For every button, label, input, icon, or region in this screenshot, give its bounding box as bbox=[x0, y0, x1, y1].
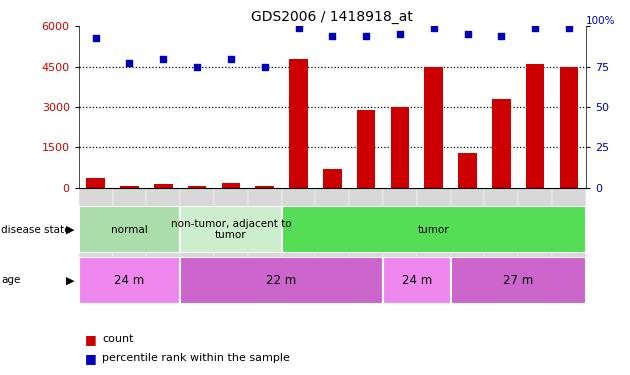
Bar bbox=[316, 188, 349, 265]
Text: 24 m: 24 m bbox=[402, 274, 432, 287]
Point bbox=[192, 63, 202, 70]
Text: ▶: ▶ bbox=[66, 225, 74, 235]
Text: 100%: 100% bbox=[586, 16, 616, 26]
Bar bbox=[79, 188, 113, 265]
Text: normal: normal bbox=[111, 225, 148, 235]
Bar bbox=[79, 257, 180, 304]
Text: non-tumor, adjacent to
tumor: non-tumor, adjacent to tumor bbox=[171, 219, 291, 240]
Bar bbox=[222, 183, 240, 188]
Bar bbox=[425, 67, 443, 188]
Bar bbox=[391, 107, 410, 188]
Text: age: age bbox=[1, 275, 21, 285]
Text: disease state: disease state bbox=[1, 225, 71, 235]
Bar bbox=[450, 188, 484, 265]
Text: count: count bbox=[102, 334, 134, 344]
Point bbox=[395, 32, 405, 38]
Bar bbox=[458, 153, 477, 188]
Point bbox=[260, 63, 270, 70]
Bar bbox=[255, 186, 274, 188]
Text: ■: ■ bbox=[85, 352, 97, 364]
Bar bbox=[552, 188, 586, 265]
Point bbox=[125, 60, 135, 66]
Bar bbox=[282, 188, 316, 265]
Text: tumor: tumor bbox=[418, 225, 450, 235]
Point bbox=[428, 25, 438, 31]
Point bbox=[327, 33, 337, 39]
Bar bbox=[282, 206, 586, 253]
Text: 24 m: 24 m bbox=[114, 274, 145, 287]
Bar bbox=[518, 188, 552, 265]
Bar bbox=[383, 188, 417, 265]
Bar bbox=[349, 188, 383, 265]
Bar bbox=[86, 178, 105, 188]
Bar bbox=[357, 110, 375, 188]
Point bbox=[226, 56, 236, 62]
Point bbox=[530, 25, 540, 31]
Bar bbox=[120, 186, 139, 188]
Bar bbox=[323, 169, 341, 188]
Bar bbox=[188, 186, 207, 188]
Bar bbox=[180, 257, 383, 304]
Point bbox=[91, 34, 101, 40]
Bar bbox=[526, 64, 544, 188]
Text: percentile rank within the sample: percentile rank within the sample bbox=[102, 353, 290, 363]
Point bbox=[564, 25, 574, 31]
Text: ■: ■ bbox=[85, 333, 97, 346]
Text: 27 m: 27 m bbox=[503, 274, 534, 287]
Bar bbox=[214, 188, 248, 265]
Bar bbox=[450, 257, 586, 304]
Bar bbox=[146, 188, 180, 265]
Point bbox=[496, 33, 507, 39]
Bar bbox=[154, 184, 173, 188]
Bar bbox=[484, 188, 518, 265]
Title: GDS2006 / 1418918_at: GDS2006 / 1418918_at bbox=[251, 10, 413, 24]
Bar bbox=[383, 257, 450, 304]
Text: 22 m: 22 m bbox=[266, 274, 297, 287]
Bar bbox=[492, 99, 511, 188]
Point bbox=[361, 33, 371, 39]
Bar bbox=[79, 206, 180, 253]
Point bbox=[158, 56, 168, 62]
Text: ▶: ▶ bbox=[66, 275, 74, 285]
Bar bbox=[180, 206, 282, 253]
Point bbox=[462, 32, 472, 38]
Bar bbox=[248, 188, 282, 265]
Bar bbox=[417, 188, 450, 265]
Bar bbox=[559, 67, 578, 188]
Bar bbox=[180, 188, 214, 265]
Bar bbox=[113, 188, 146, 265]
Bar bbox=[289, 58, 308, 188]
Point bbox=[294, 25, 304, 31]
